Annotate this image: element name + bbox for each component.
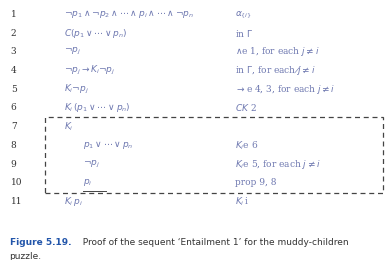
Text: $\neg p_j$: $\neg p_j$ xyxy=(64,46,80,57)
Text: 3: 3 xyxy=(11,47,17,56)
Text: $\rightarrow$e 4, 3, for each $j \neq i$: $\rightarrow$e 4, 3, for each $j \neq i$ xyxy=(235,83,335,96)
Text: $K_i$: $K_i$ xyxy=(64,120,73,133)
Text: $p_i$: $p_i$ xyxy=(83,177,92,188)
Text: 6: 6 xyxy=(11,103,17,112)
Text: Proof of the sequent ‘Entailment 1’ for the muddy-children: Proof of the sequent ‘Entailment 1’ for … xyxy=(77,238,349,247)
Text: $p_1 \vee \cdots \vee p_n$: $p_1 \vee \cdots \vee p_n$ xyxy=(83,139,133,151)
Text: 10: 10 xyxy=(11,178,22,187)
Text: $\neg p_j$: $\neg p_j$ xyxy=(83,159,100,170)
Bar xyxy=(45,117,383,192)
Text: $CK$ 2: $CK$ 2 xyxy=(235,102,257,113)
Text: in $\Gamma$, for each $j \not\neq i$: in $\Gamma$, for each $j \not\neq i$ xyxy=(235,64,315,77)
Text: $\neg p_1 \wedge \neg p_2 \wedge \cdots \wedge p_i \wedge \cdots \wedge \neg p_n: $\neg p_1 \wedge \neg p_2 \wedge \cdots … xyxy=(64,8,194,20)
Text: 2: 2 xyxy=(11,29,17,37)
Text: 9: 9 xyxy=(11,160,17,168)
Text: in $\Gamma$: in $\Gamma$ xyxy=(235,28,253,38)
Text: $K_i$e 5, for each $j \neq i$: $K_i$e 5, for each $j \neq i$ xyxy=(235,158,321,171)
Text: 7: 7 xyxy=(11,122,17,131)
Text: $C(p_1 \vee \cdots \vee p_n)$: $C(p_1 \vee \cdots \vee p_n)$ xyxy=(64,27,127,40)
Text: 4: 4 xyxy=(11,66,17,75)
Text: $\neg p_j \rightarrow K_i\neg p_j$: $\neg p_j \rightarrow K_i\neg p_j$ xyxy=(64,64,115,77)
Text: 8: 8 xyxy=(11,141,17,150)
Text: prop 9, 8: prop 9, 8 xyxy=(235,178,276,187)
Text: 11: 11 xyxy=(11,197,22,206)
Text: $\alpha_{\{i\}}$: $\alpha_{\{i\}}$ xyxy=(235,9,252,20)
Text: puzzle.: puzzle. xyxy=(10,252,42,260)
Text: $K_i\,$i: $K_i\,$i xyxy=(235,195,249,208)
Text: Figure 5.19.: Figure 5.19. xyxy=(10,238,71,247)
Text: $K_i\,p_i$: $K_i\,p_i$ xyxy=(64,195,82,208)
Text: 5: 5 xyxy=(11,85,17,94)
Text: $K_i$e 6: $K_i$e 6 xyxy=(235,139,258,152)
Text: $\wedge$e 1, for each $j \neq i$: $\wedge$e 1, for each $j \neq i$ xyxy=(235,45,320,58)
Text: $K_i\neg p_j$: $K_i\neg p_j$ xyxy=(64,83,89,96)
Text: $K_i\,(p_1 \vee \cdots \vee p_n)$: $K_i\,(p_1 \vee \cdots \vee p_n)$ xyxy=(64,101,130,114)
Text: 1: 1 xyxy=(11,10,17,19)
